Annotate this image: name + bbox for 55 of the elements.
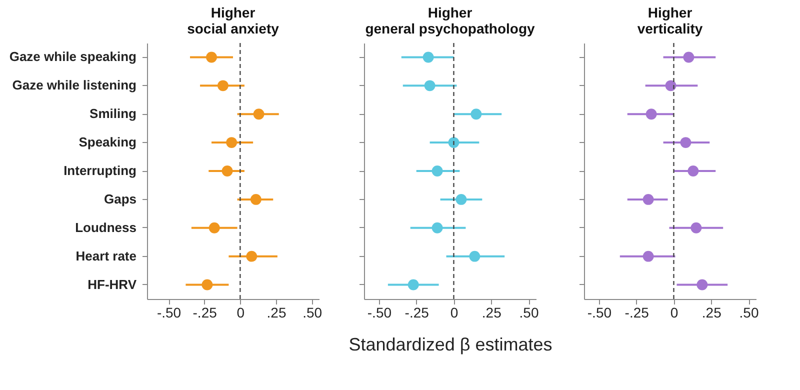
x-tick-label: -.50 (156, 304, 182, 320)
x-tick-label: -.50 (367, 304, 392, 320)
point (246, 250, 258, 262)
x-tick-label: .50 (519, 304, 539, 320)
point (226, 137, 238, 148)
point (469, 250, 480, 262)
chart-title: Higher verticality (637, 4, 703, 36)
y-tick-label: Gaze while listening (12, 78, 137, 93)
point (424, 80, 436, 92)
point (688, 166, 699, 176)
y-tick-label: Speaking (78, 134, 137, 150)
y-tick-label: HF-HRV (88, 276, 137, 292)
x-tick-label: .25 (482, 304, 502, 320)
x-tick-label: .50 (302, 304, 322, 320)
y-tick-label: Gaps (104, 191, 136, 206)
y-tick-label: Heart rate (76, 248, 136, 264)
point (206, 52, 217, 63)
y-tick-label: Loudness (75, 220, 136, 235)
point (680, 137, 692, 148)
point (217, 80, 228, 92)
point (408, 279, 419, 290)
y-tick-label: Gaze while speaking (9, 49, 137, 64)
point (665, 80, 676, 92)
y-tick-label: Interrupting (64, 163, 137, 178)
x-tick-label: .25 (702, 304, 722, 320)
x-tick-label: -.25 (192, 304, 218, 320)
chart-title: Higher general psychopathology (365, 4, 536, 36)
x-tick-label: -.50 (587, 304, 612, 320)
point (642, 250, 654, 262)
x-tick-label: 0 (670, 304, 678, 320)
point (456, 194, 467, 205)
x-tick-label: .50 (739, 304, 759, 320)
chart-title: Higher social anxiety (187, 4, 280, 36)
x-tick-label: -.25 (624, 304, 650, 320)
point (690, 222, 702, 234)
point (432, 222, 443, 234)
point (422, 52, 434, 63)
x-tick-label: 0 (450, 304, 458, 320)
x-tick-label: 0 (236, 304, 245, 320)
point (208, 222, 220, 234)
point (253, 108, 264, 120)
point (683, 52, 694, 63)
point (470, 108, 482, 120)
point (222, 166, 233, 176)
y-tick-label: Smiling (90, 106, 137, 122)
x-tick-label: .25 (266, 304, 286, 320)
point (642, 194, 654, 205)
point (448, 137, 460, 148)
point (250, 194, 262, 205)
point (646, 108, 657, 120)
point (432, 166, 443, 176)
point (696, 279, 708, 290)
x-tick-label: -.25 (404, 304, 430, 320)
point (202, 279, 213, 290)
x-axis-title: Standardized β estimates (348, 334, 552, 354)
